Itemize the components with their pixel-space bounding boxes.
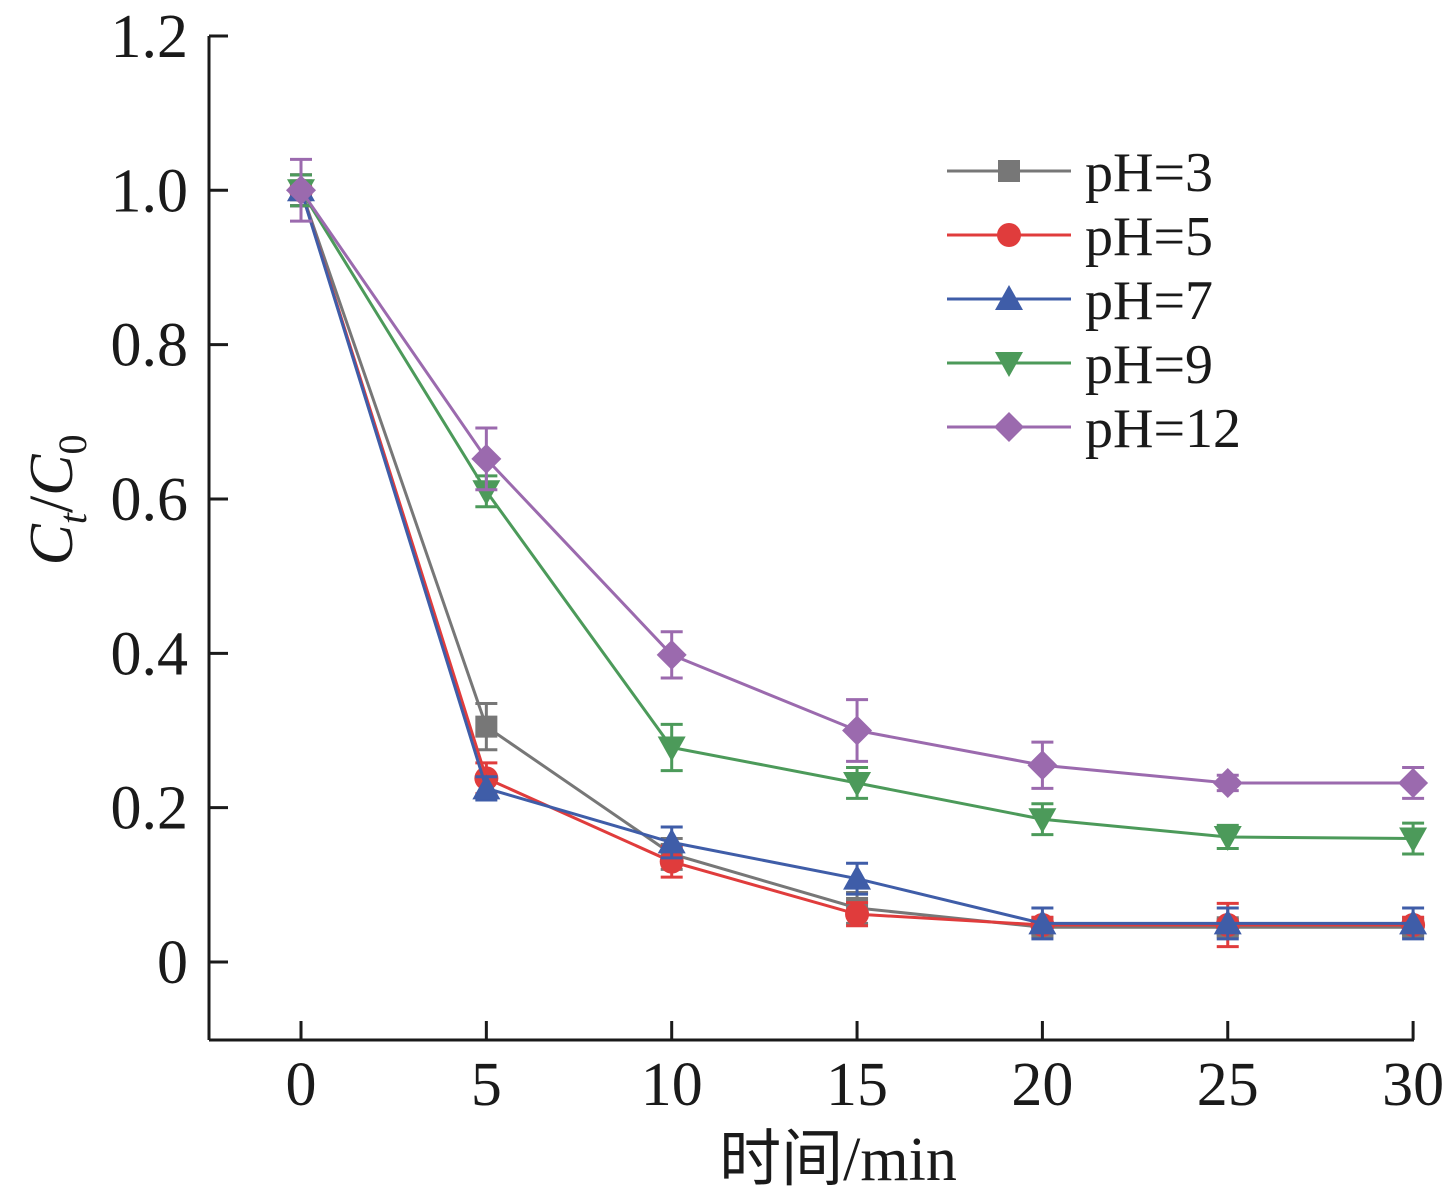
y-ticks: 0 0.2 0.4 0.6 0.8 1.0 1.2 [111,3,228,997]
axes [207,36,1414,1042]
legend-marker [997,223,1021,247]
y-tick-label: 0 [157,929,188,997]
data-point [843,864,872,890]
series-pH=3 [290,173,1425,939]
x-tick-label: 15 [826,1051,888,1119]
data-point [1027,750,1058,781]
data-point [657,736,686,762]
y-axis-title-c0: C [18,454,86,496]
y-tick-label: 0.8 [111,312,189,380]
y-tick-label: 0.4 [111,620,189,688]
data-point [1399,827,1428,853]
x-tick-label: 5 [471,1051,502,1119]
series-pH=12 [286,157,1429,800]
series-line [299,189,1414,929]
series-pH=7 [287,173,1428,941]
x-ticks: 0 5 10 15 20 25 30 [286,1021,1444,1119]
y-axis-title-slash: / [18,495,86,513]
data-point [659,849,684,874]
data-point [472,480,501,506]
y-axis-title-c: C [18,524,86,566]
legend-label: pH=7 [1085,270,1213,332]
data-point [657,828,686,854]
data-point [286,175,316,206]
legend-label: pH=5 [1085,206,1213,268]
data-point [1028,808,1057,834]
legend-label: pH=9 [1085,334,1213,396]
data-point [656,639,687,670]
legend-marker [995,352,1023,377]
x-tick-label: 0 [286,1051,317,1119]
data-point [842,715,873,746]
data-point [471,443,502,474]
y-tick-label: 0.6 [111,466,189,534]
data-point [843,771,872,797]
x-axis-title: 时间/min [719,1126,957,1194]
legend-marker [995,285,1023,310]
x-tick-label: 10 [641,1051,703,1119]
series-line [299,189,1414,927]
data-point [1398,767,1429,798]
data-point [1399,909,1428,935]
data-point [1213,909,1242,935]
y-axis-title-sub-t: t [50,512,95,524]
y-tick-label: 1.0 [111,157,189,225]
x-tick-label: 20 [1011,1051,1073,1119]
data-point [1212,767,1243,798]
legend-label: pH=3 [1085,142,1213,204]
y-tick-label: 0.2 [111,775,189,843]
data-point [1028,909,1057,935]
y-axis-title-sub-0: 0 [50,434,95,454]
data-point [1213,825,1242,851]
series-line [299,189,1414,925]
series-line [299,189,1414,785]
x-tick-label: 30 [1382,1051,1444,1119]
series-layer [286,157,1429,949]
data-point [475,715,498,738]
legend: pH=3pH=5pH=7pH=9pH=12 [947,142,1241,460]
y-tick-label: 1.2 [111,3,189,71]
legend-marker [994,412,1024,442]
series-pH=5 [289,173,1426,949]
series-pH=9 [287,173,1428,856]
legend-marker [998,160,1020,182]
y-axis-title: Ct/C0 [18,434,95,565]
data-point [472,774,501,800]
legend-label: pH=12 [1085,398,1241,460]
x-tick-label: 25 [1197,1051,1259,1119]
data-point [845,902,870,927]
